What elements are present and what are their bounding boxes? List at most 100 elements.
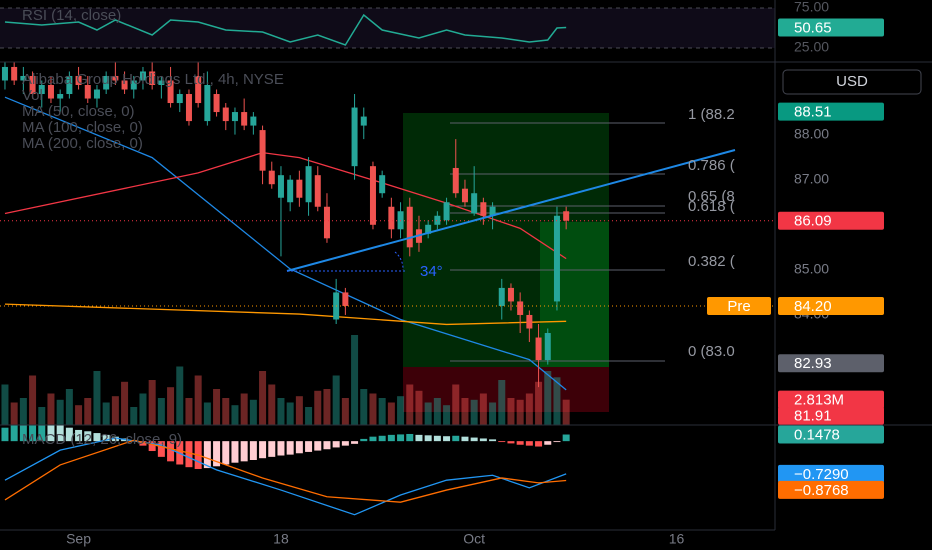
- currency-label[interactable]: USD: [836, 73, 868, 90]
- candle-body: [379, 175, 386, 194]
- macd-histogram-bar: [387, 434, 395, 442]
- candle-body: [553, 215, 560, 302]
- macd-histogram-bar: [406, 433, 414, 442]
- macd-histogram-bar: [544, 441, 552, 445]
- volume-bar: [240, 393, 248, 425]
- macd-histogram-bar: [240, 441, 248, 462]
- price-label: 81.91: [794, 408, 832, 425]
- price-label-box: [778, 406, 884, 425]
- volume-bar: [222, 398, 230, 425]
- volume-bar: [75, 405, 83, 425]
- candle-body: [526, 314, 533, 329]
- y-tick-label: 75.00: [794, 0, 829, 15]
- candle-body: [20, 75, 27, 81]
- macd-histogram-bar: [443, 436, 451, 442]
- volume-bar: [369, 393, 377, 425]
- candle-body: [507, 287, 514, 302]
- candle-body: [471, 193, 478, 214]
- rsi-line: [4, 13, 567, 46]
- macd-histogram-bar: [470, 437, 478, 442]
- ma-legend: MA (50, close, 0): [22, 103, 135, 120]
- candle-body: [287, 179, 294, 203]
- price-label: 0.1478: [794, 426, 840, 443]
- axis-labels: 75.0025.0050.6584.0085.0087.0088.00Sep18…: [66, 0, 884, 547]
- y-tick-label: 87.00: [794, 170, 829, 186]
- volume-bar: [387, 402, 395, 425]
- volume-bar: [29, 375, 37, 425]
- macd-line: [4, 439, 567, 503]
- volume-bar: [351, 335, 359, 425]
- candle-body: [360, 116, 367, 126]
- candle-body: [425, 224, 432, 234]
- volume-bar: [305, 407, 313, 425]
- macd-histogram-bar: [111, 436, 119, 442]
- macd-histogram-bar: [84, 431, 92, 442]
- macd-histogram-bar: [341, 441, 349, 446]
- candle-body: [167, 80, 174, 104]
- macd-histogram-bar: [525, 441, 533, 446]
- candle-body: [296, 179, 303, 198]
- candle-body: [406, 206, 413, 248]
- candle-body: [434, 215, 441, 225]
- price-label-box: [778, 354, 884, 373]
- candle-body: [185, 94, 192, 122]
- loss-zone: [403, 367, 609, 412]
- macd-histogram-bar: [56, 425, 64, 442]
- session-tag: Pre: [727, 298, 750, 315]
- macd-histogram-bar: [10, 425, 18, 442]
- currency-button[interactable]: USD: [782, 69, 922, 95]
- macd-histogram-bar: [397, 434, 405, 442]
- volume-bar: [231, 405, 239, 425]
- volume-bar: [443, 405, 451, 425]
- macd-histogram-bar: [332, 441, 340, 448]
- candle-body: [314, 175, 321, 207]
- volume-bar: [406, 384, 414, 425]
- price-label-box: [778, 296, 884, 315]
- candle-body: [323, 206, 330, 239]
- volume-bar: [544, 371, 552, 425]
- volume-bar: [157, 398, 165, 425]
- candle-body: [121, 80, 128, 90]
- candle-body: [195, 75, 202, 104]
- overlay: 34° 1 (88.2 0.786 ( 0.65 (8 0.618 ( 0.38…: [0, 0, 932, 531]
- candle-body: [231, 112, 238, 122]
- candle-body: [452, 167, 459, 194]
- price-label: 84.20: [794, 298, 832, 315]
- price-label-box: [778, 480, 884, 499]
- volume-bar: [323, 389, 331, 425]
- volume-bar: [176, 366, 184, 425]
- candle-body: [103, 75, 110, 90]
- macd-histogram-bar: [433, 435, 441, 442]
- macd-histogram-bar: [286, 441, 294, 455]
- volume-bar: [84, 398, 92, 425]
- macd-histogram-bar: [553, 441, 561, 443]
- macd-histogram-bar: [268, 441, 276, 457]
- volume-bar: [378, 398, 386, 425]
- x-tick-label: 16: [669, 531, 685, 547]
- candle-body: [461, 188, 468, 203]
- rsi-title: RSI (14, close): [22, 7, 121, 24]
- price-label-box: [778, 211, 884, 230]
- candle-body: [47, 84, 54, 99]
- macd-histogram-bar: [75, 429, 83, 442]
- macd-histogram-bar: [489, 439, 497, 442]
- volume-bar: [139, 393, 147, 425]
- macd-histogram-bar: [249, 441, 257, 460]
- price-label-box: [778, 425, 884, 444]
- macd-histogram-bar: [452, 435, 460, 442]
- candle-body: [480, 202, 487, 216]
- candle-body: [57, 94, 64, 99]
- candle-body: [84, 84, 91, 99]
- candle-body: [149, 71, 156, 85]
- macd-histogram-bar: [305, 441, 313, 452]
- macd-histogram-bar: [369, 436, 377, 442]
- macd-histogram-bar: [516, 441, 524, 445]
- profit-zone: [403, 113, 609, 367]
- volume-bar: [479, 393, 487, 425]
- volume-bar: [277, 398, 285, 425]
- currency-button-frame[interactable]: [782, 69, 922, 95]
- candle-body: [259, 130, 266, 171]
- macd-histogram-bar: [203, 441, 211, 469]
